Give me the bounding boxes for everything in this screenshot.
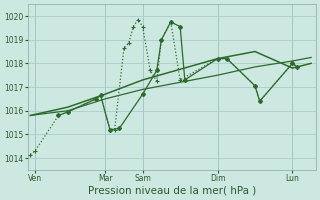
- X-axis label: Pression niveau de la mer( hPa ): Pression niveau de la mer( hPa ): [88, 186, 256, 196]
